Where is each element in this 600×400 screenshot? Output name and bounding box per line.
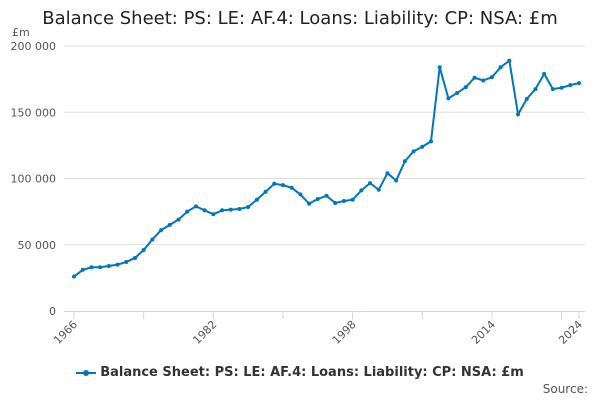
data-point xyxy=(72,274,76,279)
data-point xyxy=(185,209,190,214)
data-point xyxy=(481,78,486,83)
data-point xyxy=(507,58,512,63)
data-point xyxy=(80,267,85,272)
data-point xyxy=(350,197,355,202)
data-point xyxy=(324,193,329,198)
data-point xyxy=(211,212,216,217)
data-point xyxy=(141,248,146,253)
data-point xyxy=(498,65,503,70)
data-point xyxy=(202,208,207,213)
data-point xyxy=(411,149,416,154)
data-point xyxy=(333,201,338,206)
data-point xyxy=(437,65,442,70)
data-point xyxy=(550,87,555,92)
data-point xyxy=(115,262,120,267)
data-point xyxy=(124,259,129,264)
x-tick-label: 1998 xyxy=(330,318,359,347)
data-point xyxy=(237,206,242,211)
data-point xyxy=(280,183,285,188)
x-tick-label: 1982 xyxy=(190,318,219,347)
data-point xyxy=(228,207,233,212)
x-tick-label: 1966 xyxy=(51,318,80,347)
data-point xyxy=(359,188,364,193)
y-tick-label: 200 000 xyxy=(11,40,57,53)
data-point xyxy=(254,197,259,202)
data-point xyxy=(298,192,303,197)
y-tick-label: 100 000 xyxy=(11,173,57,186)
data-point xyxy=(420,144,425,149)
chart-title: Balance Sheet: PS: LE: AF.4: Loans: Liab… xyxy=(42,8,558,29)
data-point xyxy=(376,187,381,192)
data-point xyxy=(455,91,460,96)
data-point xyxy=(489,75,494,80)
source-label: Source: xyxy=(542,382,588,396)
data-point xyxy=(568,83,573,88)
data-point xyxy=(446,96,451,101)
data-point xyxy=(385,171,390,176)
data-point xyxy=(150,237,155,242)
y-tick-label: 150 000 xyxy=(11,106,57,119)
x-tick-label: 2024 xyxy=(556,318,585,347)
data-point xyxy=(394,178,399,183)
y-tick-label: 0 xyxy=(49,305,56,318)
legend-label: Balance Sheet: PS: LE: AF.4: Loans: Liab… xyxy=(100,365,524,380)
data-point xyxy=(272,181,277,186)
data-point xyxy=(246,204,251,209)
data-point xyxy=(193,204,198,209)
data-point xyxy=(89,265,94,270)
data-point xyxy=(428,139,433,144)
series-line xyxy=(73,58,580,278)
y-tick-label: 50 000 xyxy=(18,239,57,252)
data-point xyxy=(307,201,312,206)
legend[interactable]: Balance Sheet: PS: LE: AF.4: Loans: Liab… xyxy=(0,365,600,380)
data-point xyxy=(315,197,320,202)
data-point xyxy=(167,222,172,227)
data-point xyxy=(402,159,407,164)
data-point xyxy=(577,81,581,86)
data-point xyxy=(176,217,181,222)
data-point xyxy=(368,181,373,186)
data-point xyxy=(106,263,111,268)
data-point xyxy=(263,189,268,194)
data-point xyxy=(132,256,137,260)
data-point xyxy=(472,75,477,80)
data-point xyxy=(559,85,564,90)
x-tick-label: 2014 xyxy=(469,318,498,347)
legend-swatch xyxy=(76,369,97,376)
data-point xyxy=(98,265,103,270)
data-point xyxy=(220,208,225,213)
y-axis-label: £m xyxy=(12,26,30,39)
data-point xyxy=(159,228,164,233)
data-point xyxy=(533,87,538,92)
data-point xyxy=(463,85,468,90)
data-point xyxy=(289,185,294,190)
data-point xyxy=(516,112,521,117)
data-point xyxy=(542,71,547,76)
data-point xyxy=(524,97,529,101)
data-point xyxy=(341,199,346,204)
